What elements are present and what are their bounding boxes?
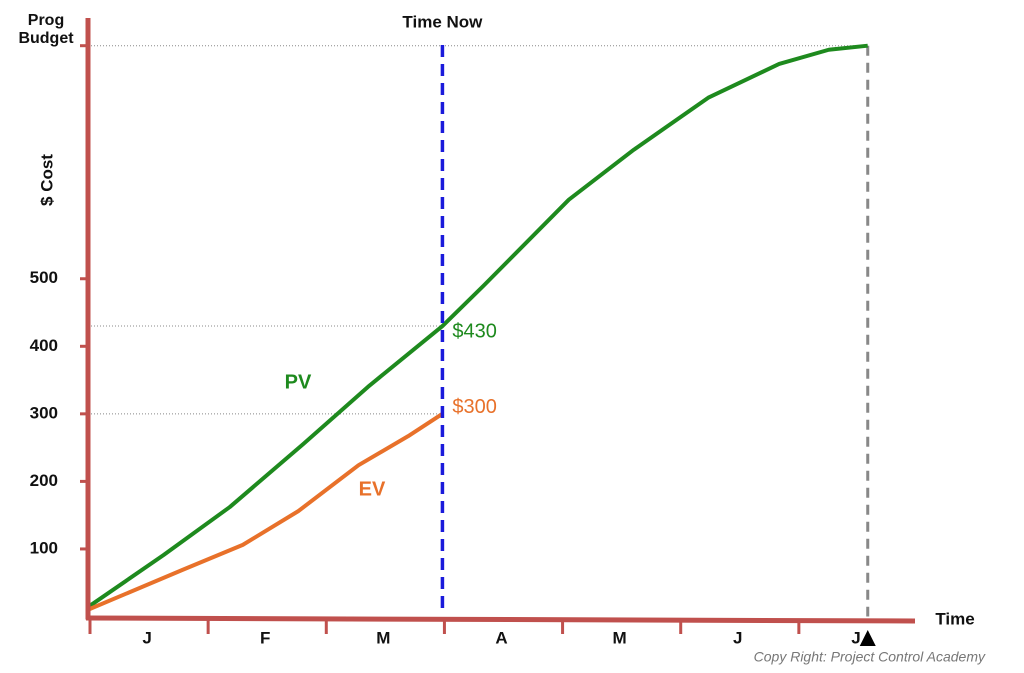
x-axis xyxy=(85,615,916,624)
annotation: $300 xyxy=(452,396,497,418)
y-tick-label: 200 xyxy=(30,471,58,490)
x-axis-label: Time xyxy=(935,609,974,628)
series-line xyxy=(87,412,444,612)
time-now-label: Time Now xyxy=(402,12,483,31)
budget-label: Prog Budget xyxy=(18,12,74,47)
annotation: $430 xyxy=(452,320,497,342)
x-tick-label: J xyxy=(142,628,151,647)
series-line xyxy=(86,43,868,609)
y-tick-label: 500 xyxy=(30,268,58,287)
x-tick-label: A xyxy=(495,628,507,647)
x-tick-label: M xyxy=(613,628,627,647)
x-tick-label: J xyxy=(851,628,860,647)
x-tick-label: M xyxy=(376,628,390,647)
completion-marker xyxy=(859,630,876,646)
y-tick-label: 400 xyxy=(30,336,58,355)
series-label: PV xyxy=(285,371,312,393)
series-label: EV xyxy=(359,478,386,500)
y-tick-label: 100 xyxy=(30,538,58,557)
y-axis-label: $ Cost xyxy=(37,154,56,206)
footer: Copy Right: Project Control Academy xyxy=(754,649,986,665)
x-tick-label: J xyxy=(733,628,742,647)
y-tick-label: 300 xyxy=(30,403,58,422)
x-tick-label: F xyxy=(260,628,270,647)
